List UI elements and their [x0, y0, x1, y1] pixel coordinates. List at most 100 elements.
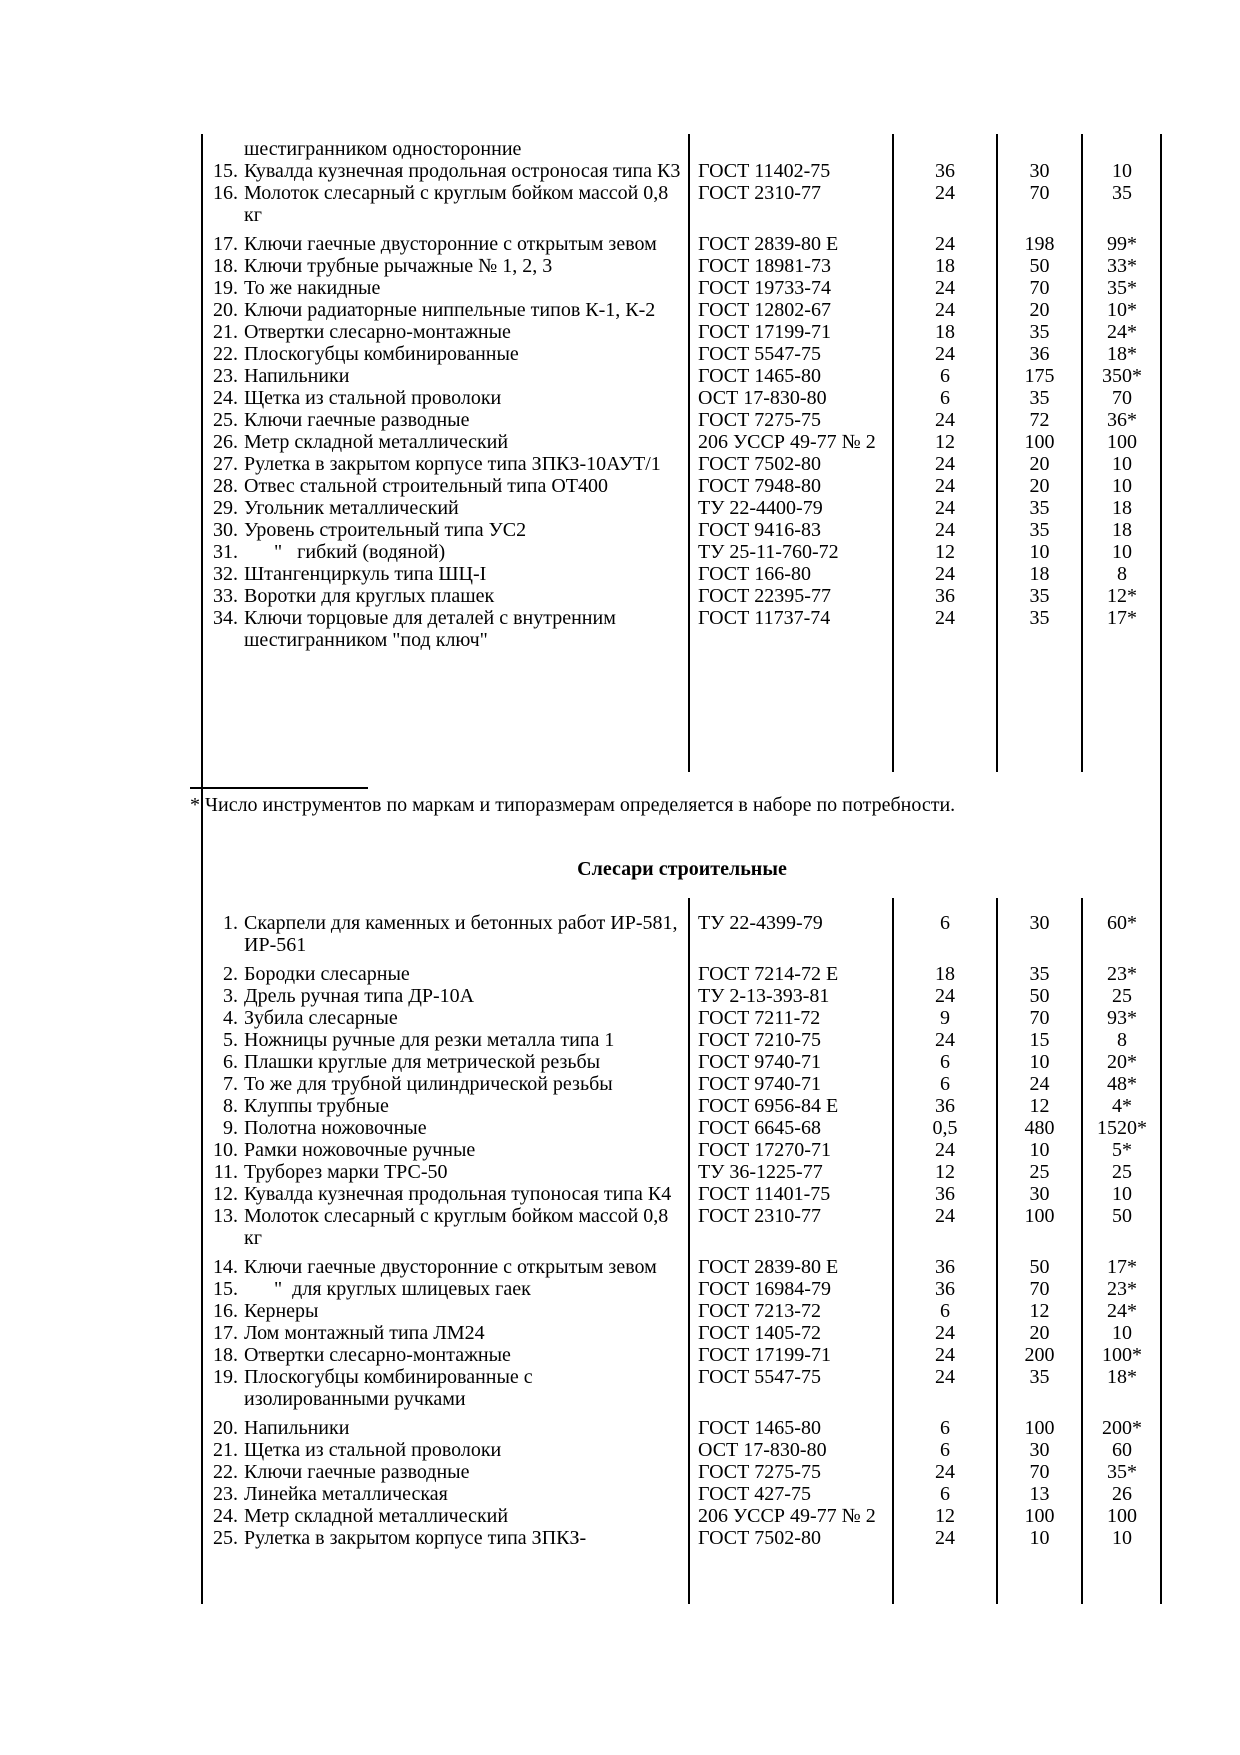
- item-standard: ГОСТ 6956-84 Е: [698, 1095, 839, 1117]
- item-standard: ГОСТ 2310-77: [698, 1205, 821, 1227]
- item-qty-3: 200*: [1102, 1417, 1142, 1439]
- item-standard: ГОСТ 1465-80: [698, 365, 821, 387]
- item-number: 28.: [213, 475, 238, 497]
- item-qty-3: 10: [1112, 453, 1132, 475]
- table-row: 16. Кернеры ГОСТ 7213-72 6 12 24*: [202, 1300, 1162, 1322]
- table-row: 12. Кувалда кузнечная продольная тупоноса…: [202, 1183, 1162, 1205]
- item-qty-3: 10: [1112, 1527, 1132, 1549]
- item-qty-1: 18: [935, 963, 955, 985]
- table2-col-separator-standard: [688, 898, 690, 1604]
- item-number: 15.: [213, 160, 238, 182]
- item-name: Молоток слесарный с круглым бойком массо…: [244, 182, 674, 226]
- item-name: Кернеры: [244, 1300, 319, 1322]
- item-number: 17.: [213, 233, 238, 255]
- item-name: Зубила слесарные: [244, 1007, 398, 1029]
- item-qty-1: 24: [935, 182, 955, 204]
- item-qty-2: 18: [1029, 563, 1050, 585]
- item-qty-1: 24: [935, 519, 955, 541]
- item-qty-3: 17*: [1107, 1256, 1137, 1278]
- table-row: 21. Отвертки слесарно-монтажные ГОСТ 17199…: [202, 321, 1162, 343]
- table-row: 20. Ключи радиаторные ниппельные типов К-…: [202, 299, 1162, 321]
- table-row: 24. Щетка из стальной проволоки ОСТ 17-830…: [202, 387, 1162, 409]
- item-number: 21.: [213, 321, 238, 343]
- item-number: 27.: [213, 453, 238, 475]
- item-qty-1: 6: [940, 1051, 950, 1073]
- item-qty-3: 23*: [1107, 963, 1137, 985]
- item-standard: ГОСТ 7213-72: [698, 1300, 821, 1322]
- item-qty-1: 24: [935, 475, 955, 497]
- item-standard: ГОСТ 11401-75: [698, 1183, 831, 1205]
- item-name: Уровень строительный типа УС2: [244, 519, 527, 541]
- item-name: Ножницы ручные для резки металла типа 1: [244, 1029, 615, 1051]
- item-qty-1: 24: [935, 607, 955, 629]
- item-qty-1: 24: [935, 277, 955, 299]
- item-standard: ГОСТ 1465-80: [698, 1417, 821, 1439]
- table2-col-separator-qty3: [1081, 898, 1083, 1604]
- table-right-border-line: [1160, 134, 1162, 1604]
- item-number: 7.: [223, 1073, 238, 1095]
- item-qty-3: 10: [1112, 1322, 1132, 1344]
- item-number: 30.: [213, 519, 238, 541]
- item-qty-1: 24: [935, 1344, 955, 1366]
- table-row: 3. Дрель ручная типа ДР-10А ТУ 2-13-393-81…: [202, 985, 1162, 1007]
- item-qty-2: 70: [1029, 1461, 1050, 1483]
- item-qty-3: 100: [1107, 431, 1137, 453]
- item-qty-2: 12: [1029, 1095, 1050, 1117]
- item-qty-3: 8: [1117, 1029, 1127, 1051]
- item-qty-1: 24: [935, 343, 955, 365]
- item-qty-1: 24: [935, 299, 955, 321]
- item-standard: ГОСТ 7948-80: [698, 475, 821, 497]
- item-name: Штангенциркуль типа ШЦ-I: [244, 563, 487, 585]
- item-qty-3: 24*: [1107, 1300, 1137, 1322]
- item-qty-3: 35*: [1107, 1461, 1137, 1483]
- item-name: Отвертки слесарно-монтажные: [244, 1344, 511, 1366]
- table-row: 18. Отвертки слесарно-монтажные ГОСТ 17199…: [202, 1344, 1162, 1366]
- item-standard: ГОСТ 7211-72: [698, 1007, 821, 1029]
- item-qty-3: 18: [1112, 497, 1132, 519]
- item-number: 23.: [213, 365, 238, 387]
- footnote-text: * Число инструментов по маркам и типораз…: [190, 794, 956, 816]
- table-row: 14. Ключи гаечные двусторонние с открытым…: [202, 1256, 1162, 1278]
- table-row: 16. Молоток слесарный с круглым бойком ма…: [202, 182, 1162, 226]
- item-qty-3: 70: [1112, 387, 1132, 409]
- item-name: Бородки слесарные: [244, 963, 410, 985]
- item-name: Ключи гаечные разводные: [244, 409, 470, 431]
- item-name: Ключи гаечные разводные: [244, 1461, 470, 1483]
- item-qty-2: 200: [1024, 1344, 1055, 1366]
- item-name: Щетка из стальной проволоки: [244, 387, 502, 409]
- item-qty-2: 24: [1029, 1073, 1050, 1095]
- item-number: 18.: [213, 1344, 238, 1366]
- table-row: 30. Уровень строительный типа УС2 ГОСТ 941…: [202, 519, 1162, 541]
- item-name: Ключи радиаторные ниппельные типов К-1, …: [244, 299, 656, 321]
- item-name: Ключи трубные рычажные № 1, 2, 3: [244, 255, 553, 277]
- item-number: 13.: [213, 1205, 238, 1227]
- item-number: 4.: [223, 1007, 238, 1029]
- item-qty-2: 35: [1029, 963, 1050, 985]
- item-qty-2: 13: [1029, 1483, 1050, 1505]
- item-number: 29.: [213, 497, 238, 519]
- section-title: Слесари строительные: [577, 858, 787, 880]
- item-qty-2: 25: [1029, 1161, 1050, 1183]
- item-standard: ГОСТ 12802-67: [698, 299, 831, 321]
- item-name: Скарпели для каменных и бетонных работ И…: [244, 912, 683, 956]
- table-row: 13. Молоток слесарный с круглым бойком ма…: [202, 1205, 1162, 1249]
- item-qty-2: 70: [1029, 277, 1050, 299]
- item-qty-2: 20: [1029, 1322, 1050, 1344]
- item-qty-1: 12: [935, 1505, 955, 1527]
- item-qty-1: 12: [935, 431, 955, 453]
- item-standard: ГОСТ 427-75: [698, 1483, 811, 1505]
- item-qty-3: 10: [1112, 475, 1132, 497]
- table-row: 25. Рулетка в закрытом корпусе типа ЗПКЗ-…: [202, 1527, 1162, 1549]
- item-standard: ГОСТ 16984-79: [698, 1278, 831, 1300]
- item-standard: ГОСТ 9740-71: [698, 1073, 821, 1095]
- item-standard: ГОСТ 17270-71: [698, 1139, 831, 1161]
- item-number: 26.: [213, 431, 238, 453]
- item-name: Линейка металлическая: [244, 1483, 448, 1505]
- item-standard: ГОСТ 2839-80 Е: [698, 233, 839, 255]
- item-qty-3: 100*: [1102, 1344, 1142, 1366]
- item-qty-1: 24: [935, 1527, 955, 1549]
- item-number: 16.: [213, 1300, 238, 1322]
- item-qty-2: 35: [1029, 519, 1050, 541]
- table-row: 15. " для круглых шлицевых гаек ГОСТ 1698…: [202, 1278, 1162, 1300]
- item-qty-2: 100: [1024, 431, 1055, 453]
